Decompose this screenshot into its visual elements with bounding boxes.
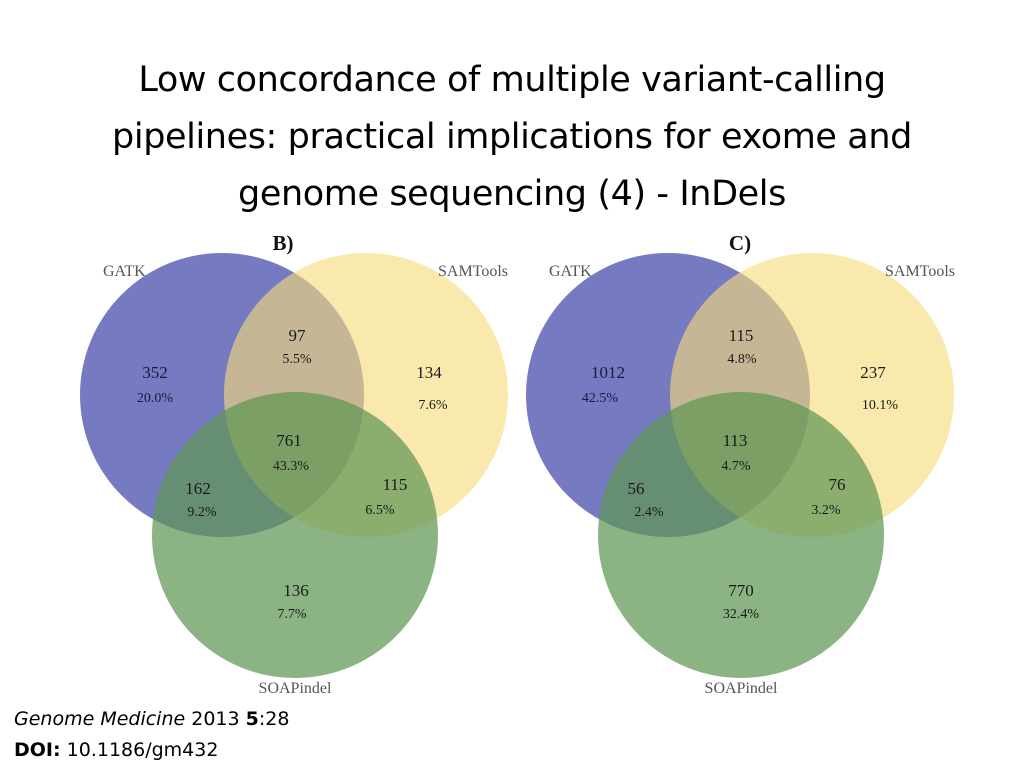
chart-c-circle-soapindel <box>598 392 884 678</box>
chart-c-gatk-only-count: 1012 <box>591 363 625 382</box>
title-line-1: Low concordance of multiple variant-call… <box>138 60 886 100</box>
chart-b-gatk-only-pct: 20.0% <box>137 391 174 406</box>
chart-c-samtools-soapindel-pct: 3.2% <box>811 503 841 518</box>
chart-c-label-samtools: SAMTools <box>885 263 955 280</box>
chart-b-gatk-soapindel-count: 162 <box>185 479 211 498</box>
chart-b-gatk-soapindel-pct: 9.2% <box>187 505 217 520</box>
chart-b-samtools-soapindel-pct: 6.5% <box>365 503 395 518</box>
chart-c-title: C) <box>729 231 751 255</box>
citation-doi-value: 10.1186/gm432 <box>66 739 219 761</box>
citation-doi-line: DOI: 10.1186/gm432 <box>14 735 289 766</box>
chart-c-all-three-pct: 4.7% <box>721 459 751 474</box>
chart-c-soapindel-only-count: 770 <box>728 581 754 600</box>
citation: Genome Medicine 2013 5:28 DOI: 10.1186/g… <box>14 704 289 766</box>
chart-b-gatk-samtools-count: 97 <box>289 326 307 345</box>
chart-c-gatk-only-pct: 42.5% <box>582 391 619 406</box>
chart-b-samtools-only-count: 134 <box>416 363 442 382</box>
chart-b-samtools-only-pct: 7.6% <box>418 398 448 413</box>
chart-c-samtools-only-count: 237 <box>860 363 886 382</box>
chart-c-gatk-soapindel-count: 56 <box>628 479 645 498</box>
chart-b-samtools-soapindel-count: 115 <box>383 475 408 494</box>
title-line-3: genome sequencing (4) - InDels <box>238 174 786 214</box>
chart-b-soapindel-only-pct: 7.7% <box>277 607 307 622</box>
chart-c-gatk-samtools-pct: 4.8% <box>727 352 757 367</box>
title-line-2: pipelines: practical implications for ex… <box>112 117 912 157</box>
chart-c-samtools-soapindel-count: 76 <box>829 475 846 494</box>
venn-chart-b: B) GATK SAMTools SOAPindel 352 20.0% 97 … <box>80 231 508 697</box>
chart-c-gatk-soapindel-pct: 2.4% <box>634 505 664 520</box>
chart-b-label-soapindel: SOAPindel <box>259 680 332 697</box>
chart-b-label-gatk: GATK <box>103 263 146 280</box>
venn-chart-c: C) GATK SAMTools SOAPindel 1012 42.5% 11… <box>526 231 955 697</box>
chart-c-samtools-only-pct: 10.1% <box>862 398 899 413</box>
chart-c-all-three-count: 113 <box>723 431 748 450</box>
chart-c-gatk-samtools-count: 115 <box>729 326 754 345</box>
chart-b-soapindel-only-count: 136 <box>283 581 309 600</box>
chart-b-gatk-samtools-pct: 5.5% <box>282 352 312 367</box>
chart-b-all-three-count: 761 <box>276 431 302 450</box>
chart-c-soapindel-only-pct: 32.4% <box>723 607 760 622</box>
citation-year: 2013 <box>191 708 240 730</box>
citation-doi-label: DOI: <box>14 739 61 761</box>
chart-b-title: B) <box>273 231 294 255</box>
chart-b-circle-soapindel <box>152 392 438 678</box>
chart-b-all-three-pct: 43.3% <box>273 459 310 474</box>
citation-issue: :28 <box>258 708 290 730</box>
chart-b-gatk-only-count: 352 <box>142 363 168 382</box>
citation-journal: Genome Medicine <box>14 708 186 730</box>
citation-journal-line: Genome Medicine 2013 5:28 <box>14 704 289 735</box>
slide-title: Low concordance of multiple variant-call… <box>0 52 1024 223</box>
chart-c-label-gatk: GATK <box>549 263 592 280</box>
citation-volume: 5 <box>245 708 259 730</box>
chart-b-label-samtools: SAMTools <box>438 263 508 280</box>
chart-c-label-soapindel: SOAPindel <box>705 680 778 697</box>
